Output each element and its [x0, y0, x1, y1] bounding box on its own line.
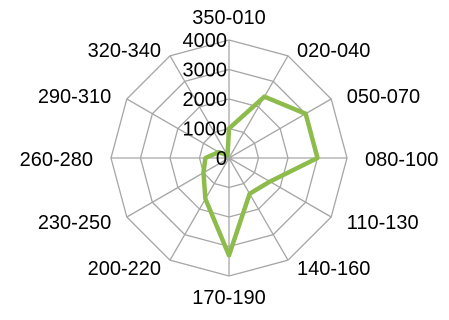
- radar-category-labels: 350-010 020-040 050-070 080-100 110-130 140-1…: [20, 7, 439, 309]
- category-label: 020-040: [297, 40, 370, 62]
- grid-spoke: [228, 55, 289, 159]
- grid-spoke: [126, 157, 230, 218]
- tick-label: 4000: [183, 30, 228, 52]
- category-label: 170-190: [192, 287, 265, 309]
- grid-spoke: [126, 98, 230, 159]
- radar-grid: [110, 39, 348, 277]
- radar-tick-labels: 0 1000 2000 3000 4000: [183, 30, 228, 170]
- tick-label: 2000: [183, 89, 228, 111]
- category-label: 290-310: [38, 86, 111, 108]
- category-label: 110-130: [347, 212, 419, 234]
- category-label: 230-250: [38, 212, 111, 234]
- grid-spoke: [228, 157, 332, 218]
- category-label: 320-340: [88, 40, 161, 62]
- category-label: 260-280: [20, 149, 93, 171]
- category-label: 080-100: [365, 149, 438, 171]
- tick-label: 1000: [183, 119, 228, 141]
- category-label: 350-010: [192, 7, 265, 29]
- grid-spoke: [169, 157, 230, 261]
- category-label: 200-220: [88, 258, 161, 280]
- tick-label: 3000: [183, 60, 228, 82]
- grid-spoke: [169, 55, 230, 159]
- category-label: 050-070: [347, 86, 420, 108]
- radar-series-layer: [201, 94, 320, 258]
- category-label: 140-160: [297, 258, 370, 280]
- tick-label: 0: [216, 148, 227, 170]
- grid-spoke: [228, 98, 332, 159]
- grid-spoke: [228, 157, 289, 261]
